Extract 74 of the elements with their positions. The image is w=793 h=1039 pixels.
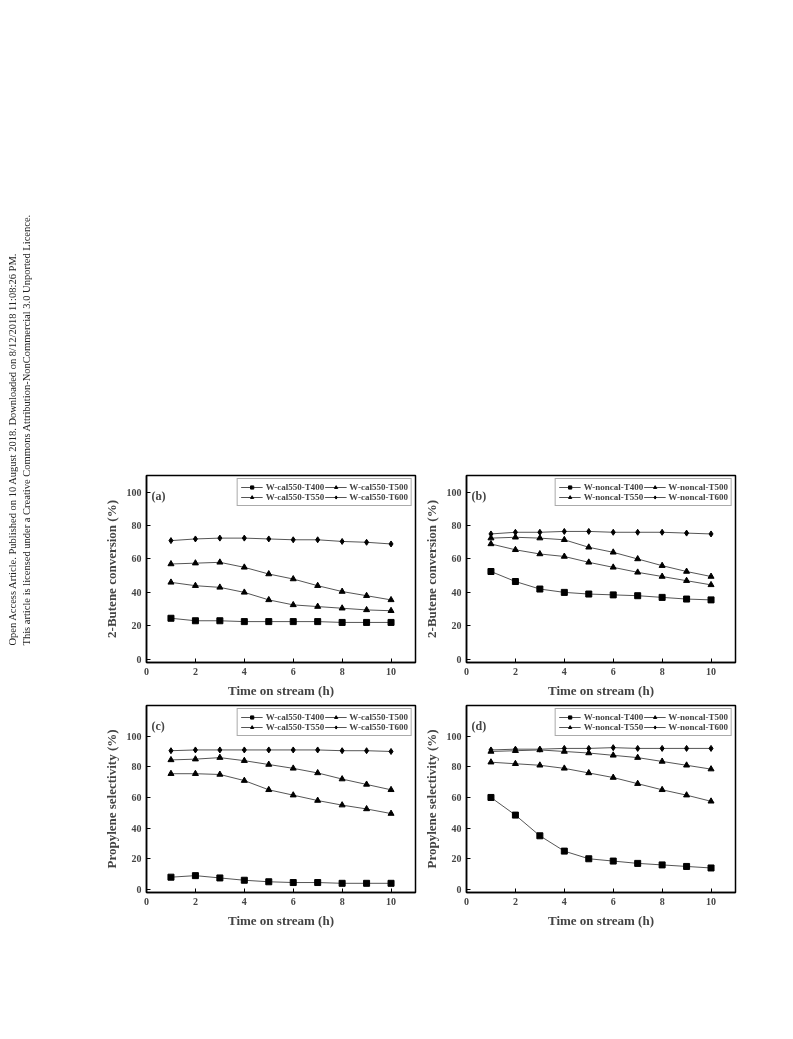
x-axis-title: Time on stream (h) (547, 912, 655, 928)
y-tick-label: 100 (126, 486, 142, 498)
y-tick-label: 0 (456, 653, 462, 665)
legend-label: W-noncal-T600 (668, 492, 728, 502)
y-tick-label: 80 (451, 761, 462, 773)
y-tick-label: 20 (131, 853, 142, 865)
y-tick-label: 100 (446, 486, 462, 498)
y-tick-label: 20 (451, 853, 462, 865)
x-tick-label: 8 (659, 895, 665, 907)
x-tick-label: 10 (706, 665, 717, 677)
x-tick-label: 10 (386, 665, 397, 677)
legend-label: W-noncal-T550 (583, 492, 644, 502)
y-tick-label: 60 (131, 553, 142, 565)
annotation: (a) (151, 488, 166, 503)
x-tick-label: 6 (610, 665, 616, 677)
x-tick-label: 4 (561, 895, 567, 907)
annotation: (c) (151, 718, 165, 733)
y-axis-title: 2-Butene conversion (%) (423, 500, 439, 638)
legend-label: W-cal550-T600 (349, 492, 408, 502)
y-tick-label: 20 (131, 620, 142, 632)
y-tick-label: 100 (126, 730, 142, 742)
y-tick-label: 80 (131, 761, 142, 773)
x-axis-title: Time on stream (h) (227, 912, 335, 928)
x-tick-label: 4 (241, 895, 247, 907)
x-tick-label: 4 (561, 665, 567, 677)
y-axis-title: Propylene selectivity (%) (103, 729, 119, 869)
y-tick-label: 0 (136, 653, 142, 665)
x-tick-label: 2 (512, 895, 518, 907)
x-tick-label: 6 (290, 665, 296, 677)
legend-label: W-cal550-T500 (349, 482, 408, 492)
y-tick-label: 100 (446, 730, 462, 742)
legend-label: W-cal550-T600 (349, 722, 408, 732)
x-axis-title: Time on stream (h) (227, 682, 335, 698)
y-axis-title: Propylene selectivity (%) (423, 729, 439, 869)
y-tick-label: 40 (131, 822, 142, 834)
x-tick-label: 2 (512, 665, 518, 677)
y-tick-label: 60 (451, 553, 462, 565)
annotation: (b) (471, 488, 487, 503)
legend-label: W-noncal-T400 (583, 712, 644, 722)
legend-label: W-cal550-T550 (265, 722, 325, 732)
legend-label: W-noncal-T600 (668, 722, 728, 732)
text: This article is licensed under a Creative Commons Attribution-NonCommercial 3.0 Unported Licence. (20, 214, 32, 646)
y-tick-label: 80 (131, 520, 142, 532)
x-tick-label: 8 (339, 895, 345, 907)
legend-label: W-cal550-T500 (349, 712, 408, 722)
x-tick-label: 8 (659, 665, 665, 677)
x-tick-label: 2 (192, 895, 198, 907)
legend-label: W-cal550-T400 (265, 482, 325, 492)
x-tick-label: 10 (386, 895, 397, 907)
y-tick-label: 40 (451, 586, 462, 598)
legend-label: W-noncal-T550 (583, 722, 644, 732)
y-tick-label: 60 (131, 791, 142, 803)
text: Open Access Article. Published on 10 August 2018. Downloaded on 8/12/2018 11:08:26 PM. (6, 253, 18, 646)
y-tick-label: 0 (136, 883, 142, 895)
x-tick-label: 4 (241, 665, 247, 677)
y-tick-label: 20 (451, 620, 462, 632)
y-tick-label: 0 (456, 883, 462, 895)
y-tick-label: 40 (451, 822, 462, 834)
x-tick-label: 8 (339, 665, 345, 677)
x-tick-label: 6 (610, 895, 616, 907)
y-axis-title: 2-Butene conversion (%) (103, 500, 119, 638)
x-tick-label: 10 (706, 895, 717, 907)
y-tick-label: 60 (451, 791, 462, 803)
y-tick-label: 80 (451, 520, 462, 532)
y-tick-label: 40 (131, 586, 142, 598)
legend-label: W-noncal-T500 (668, 482, 728, 492)
legend-label: W-cal550-T400 (265, 712, 325, 722)
legend-label: W-cal550-T550 (265, 492, 325, 502)
annotation: (d) (471, 718, 487, 733)
x-tick-label: 6 (290, 895, 296, 907)
x-tick-label: 2 (192, 665, 198, 677)
legend-label: W-noncal-T400 (583, 482, 644, 492)
legend-label: W-noncal-T500 (668, 712, 728, 722)
x-axis-title: Time on stream (h) (547, 682, 655, 698)
